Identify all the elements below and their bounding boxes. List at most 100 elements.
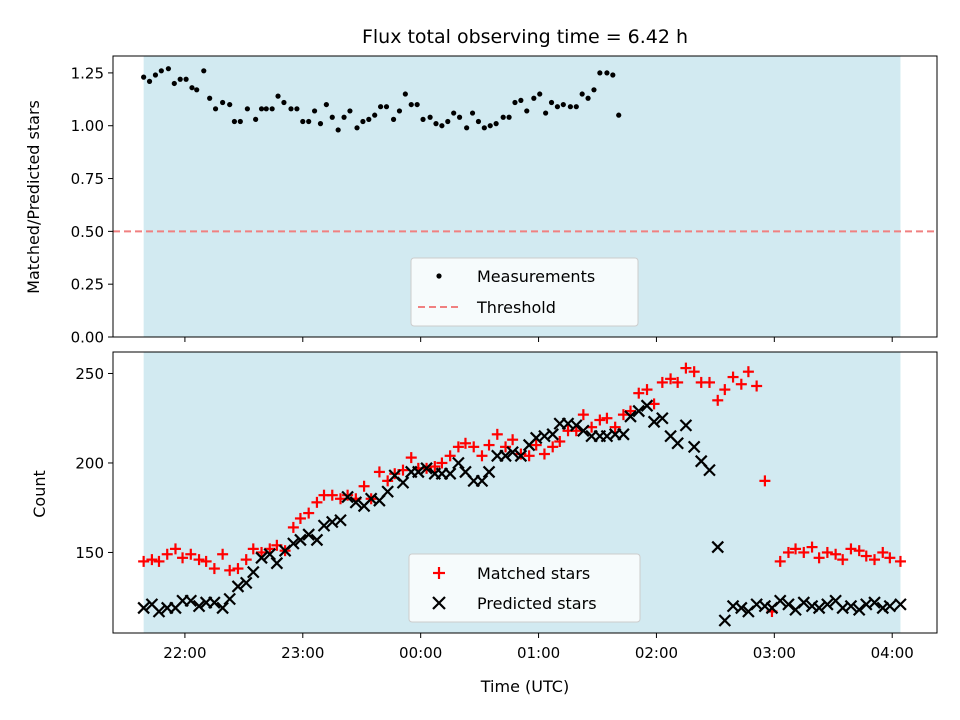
measurement-point	[500, 114, 506, 120]
measurement-point	[604, 70, 610, 76]
predicted-star-point	[334, 513, 347, 527]
matched-star-point	[853, 545, 865, 557]
measurement-point	[383, 104, 390, 110]
predicted-star-point	[687, 440, 701, 454]
predicted-star-point	[782, 598, 795, 611]
matched-star-point	[436, 457, 448, 469]
predicted-star-point	[231, 580, 245, 593]
y-tick-label: 0.50	[71, 223, 104, 241]
predicted-star-point	[514, 449, 528, 463]
measurement-point	[518, 97, 524, 103]
predicted-star-point	[317, 519, 331, 532]
matched-stars-series	[138, 362, 906, 618]
matched-star-point	[617, 409, 629, 421]
measurement-point	[456, 114, 463, 120]
measurement-point	[183, 76, 189, 82]
predicted-star-point	[192, 599, 206, 613]
matched-star-point	[335, 493, 347, 505]
matched-star-point	[389, 468, 401, 480]
y-tick-label: 200	[75, 454, 104, 472]
predicted-star-point	[310, 533, 324, 547]
predicted-star-point	[546, 428, 559, 441]
matched-star-point	[177, 552, 189, 564]
matched-star-point	[507, 434, 519, 446]
measurement-point	[585, 95, 591, 101]
matched-star-point	[161, 548, 173, 560]
measurement-point	[554, 104, 561, 110]
measurement-point	[347, 108, 353, 114]
predicted-star-point	[420, 462, 433, 475]
matched-star-point	[382, 475, 394, 487]
ratio-legend: Measurements Threshold	[410, 257, 639, 327]
matched-star-point	[790, 543, 802, 555]
matched-star-point	[625, 405, 637, 417]
x-axis-label: Time (UTC)	[480, 677, 569, 696]
matched-star-point	[523, 450, 535, 462]
predicted-star-point	[617, 428, 630, 441]
predicted-star-point	[632, 404, 646, 418]
matched-star-point	[169, 543, 181, 555]
matched-star-point	[665, 373, 677, 385]
measurement-point	[433, 121, 439, 127]
predicted-star-point	[703, 463, 716, 477]
x-tick-label: 02:00	[635, 644, 678, 662]
measurement-point	[258, 106, 265, 112]
predicted-star-point	[247, 565, 260, 579]
predicted-star-point	[475, 474, 489, 488]
count-plot-frame	[112, 351, 938, 634]
predicted-star-point	[671, 437, 684, 450]
measurement-point	[439, 123, 445, 129]
matched-star-point	[641, 384, 653, 396]
matched-star-point	[217, 548, 229, 560]
matched-star-point	[735, 378, 747, 390]
ratio-plot-frame	[112, 55, 938, 338]
measurement-point	[152, 72, 159, 78]
matched-star-point	[264, 543, 276, 555]
matched-star-point	[326, 489, 338, 501]
predicted-star-point	[624, 410, 637, 423]
predicted-star-point	[711, 540, 725, 554]
x-tick-label: 00:00	[399, 644, 442, 662]
measurement-point	[427, 114, 433, 120]
measurement-point	[377, 104, 384, 110]
measurement-point	[269, 106, 275, 112]
measurement-point	[220, 99, 226, 106]
matched-star-point	[554, 435, 566, 447]
predicted-star-point	[482, 465, 496, 479]
predicted-star-point	[270, 556, 284, 570]
count-y-axis: 150 200 250	[75, 365, 113, 562]
measurement-point	[141, 74, 147, 80]
count-y-axis-label: Count	[30, 470, 49, 518]
predicted-star-point	[184, 594, 198, 608]
measurement-point	[189, 85, 195, 91]
matched-star-point	[656, 376, 668, 388]
predicted-star-point	[137, 601, 150, 615]
legend-matched-marker	[433, 567, 445, 579]
matched-star-point	[153, 555, 165, 567]
predicted-star-point	[812, 601, 826, 615]
matched-star-point	[727, 371, 739, 383]
measurement-point	[396, 108, 403, 114]
matched-star-point	[483, 439, 495, 451]
legend-predicted-label: Predicted stars	[477, 594, 597, 613]
measurement-point	[366, 116, 372, 122]
measurement-point	[524, 108, 530, 114]
measurement-point	[207, 95, 213, 101]
matched-star-point	[459, 437, 471, 449]
predicted-star-point	[735, 601, 748, 615]
matched-star-point	[303, 507, 315, 519]
legend-threshold-label: Threshold	[476, 298, 556, 317]
measurement-point	[341, 114, 347, 120]
matched-star-point	[515, 448, 527, 460]
matched-star-point	[373, 466, 385, 478]
predicted-star-point	[640, 399, 654, 412]
y-tick-label: 0.25	[71, 276, 104, 294]
ratio-y-axis: 0.00 0.25 0.50 0.75 1.00 1.25	[71, 64, 113, 347]
measurement-point	[414, 101, 420, 108]
matched-star-point	[894, 555, 906, 567]
matched-star-point	[688, 366, 700, 378]
x-tick-label: 22:00	[163, 644, 206, 662]
matched-star-point	[742, 366, 754, 378]
x-tick-label: 03:00	[753, 644, 796, 662]
predicted-star-point	[718, 614, 732, 627]
